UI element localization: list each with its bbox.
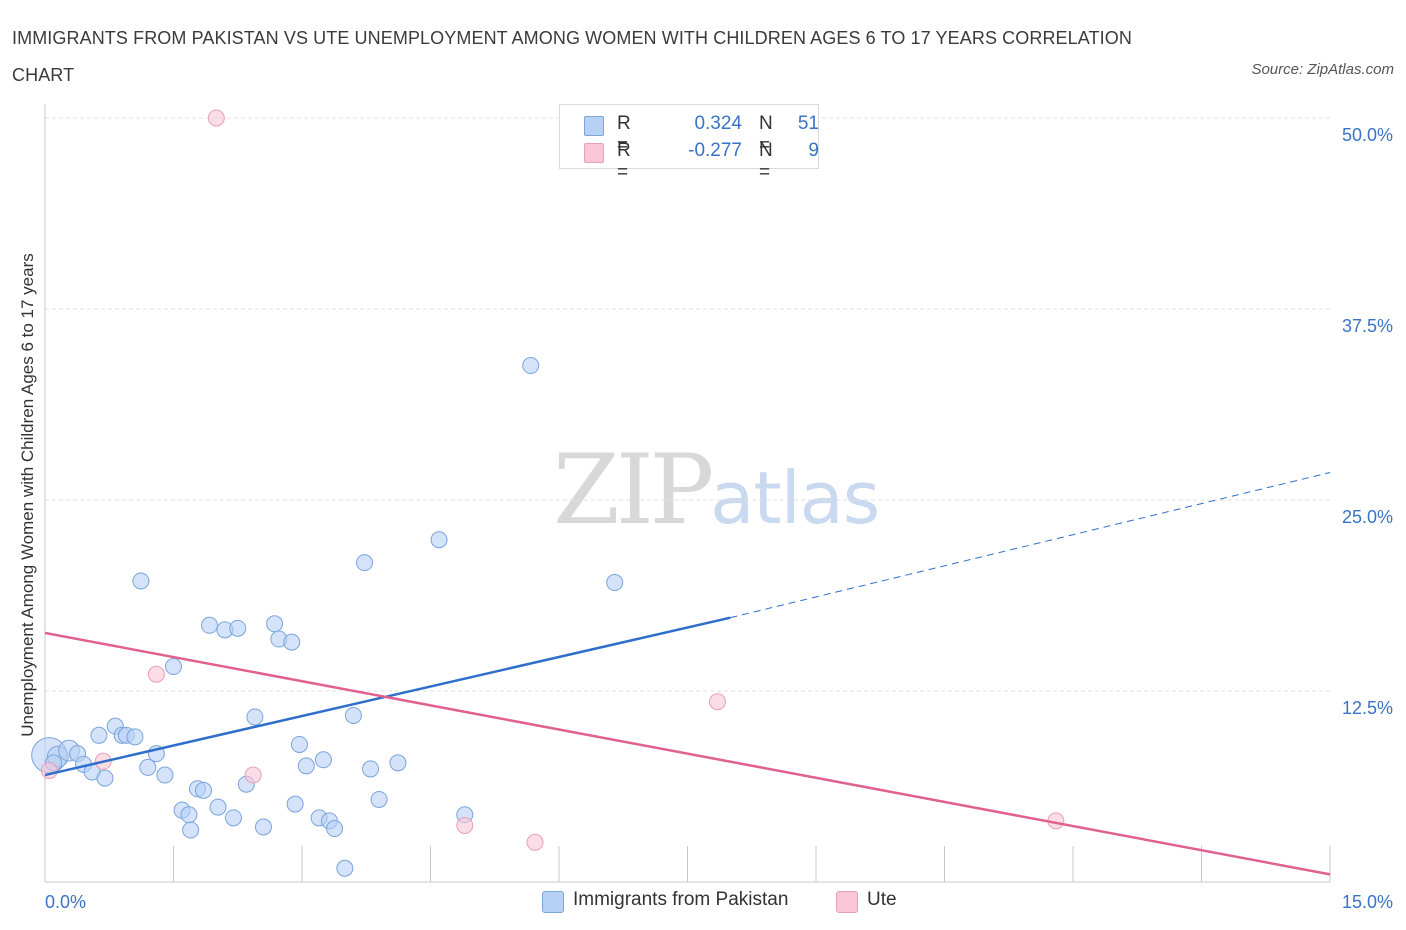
ute-point bbox=[456, 816, 474, 834]
ute-point bbox=[207, 109, 225, 127]
pakistan-point bbox=[165, 658, 182, 676]
legend-n-label: N = bbox=[759, 113, 773, 156]
series-label-ute: Ute bbox=[867, 889, 897, 910]
pakistan-point bbox=[139, 758, 157, 776]
legend-r-value: 0.324 bbox=[694, 113, 742, 134]
chart-title: IMMIGRANTS FROM PAKISTAN VS UTE UNEMPLOY… bbox=[12, 28, 1132, 85]
pakistan-point bbox=[362, 760, 380, 778]
y-tick-label: 37.5% bbox=[1342, 316, 1393, 336]
ute-point bbox=[40, 761, 58, 779]
series-swatch-ute bbox=[836, 891, 858, 913]
legend-n-value: 51 bbox=[797, 113, 819, 134]
pakistan-point bbox=[314, 751, 332, 769]
pakistan-point bbox=[430, 531, 448, 549]
watermark-atlas: atlas bbox=[710, 456, 880, 540]
pakistan-point bbox=[297, 757, 315, 775]
pakistan-point bbox=[126, 728, 144, 746]
series-swatch-pakistan bbox=[542, 891, 564, 913]
pakistan-point bbox=[194, 781, 212, 799]
pakistan-point bbox=[606, 574, 624, 592]
pakistan-point bbox=[200, 616, 218, 634]
chart-source: Source: ZipAtlas.com bbox=[1251, 61, 1394, 78]
zipatlas-watermark: ZIPatlas bbox=[553, 440, 880, 548]
pakistan-point bbox=[370, 790, 388, 808]
pakistan-point bbox=[96, 769, 114, 787]
pakistan-point bbox=[336, 859, 354, 877]
y-tick-label: 50.0% bbox=[1342, 125, 1393, 145]
pakistan-point bbox=[132, 572, 150, 590]
pakistan-point bbox=[290, 735, 308, 753]
pakistan-point bbox=[344, 706, 362, 724]
pakistan-point bbox=[246, 708, 264, 726]
pakistan-point bbox=[266, 615, 284, 633]
pakistan-point bbox=[326, 820, 344, 838]
ute-point bbox=[147, 665, 165, 683]
pakistan-point bbox=[254, 818, 272, 836]
ute-point bbox=[244, 766, 262, 784]
series-label-pakistan: Immigrants from Pakistan bbox=[573, 889, 789, 910]
pakistan-point bbox=[90, 726, 108, 744]
pakistan-point bbox=[180, 806, 198, 824]
pakistan-point bbox=[156, 766, 174, 784]
legend-r-value: -0.277 bbox=[688, 140, 742, 161]
pakistan-point bbox=[389, 754, 407, 772]
watermark-zip: ZIP bbox=[553, 434, 714, 546]
pakistan-point bbox=[286, 795, 304, 813]
pakistan-point bbox=[182, 821, 200, 839]
x-tick-label-max: 15.0% bbox=[1342, 892, 1393, 912]
legend-swatch-pakistan bbox=[584, 116, 604, 136]
pakistan-point bbox=[209, 798, 227, 816]
ute-trendline bbox=[44, 631, 1331, 876]
pakistan-point bbox=[224, 809, 242, 827]
x-tick-label-min: 0.0% bbox=[45, 892, 86, 912]
legend-r-label: R = bbox=[617, 113, 631, 156]
legend-n-value: 9 bbox=[808, 140, 819, 161]
pakistan-trendline-extension bbox=[730, 472, 1331, 619]
pakistan-point bbox=[522, 357, 540, 375]
ute-point bbox=[708, 693, 726, 711]
y-tick-label: 25.0% bbox=[1342, 507, 1393, 527]
pakistan-point bbox=[356, 554, 374, 572]
legend-swatch-ute bbox=[584, 143, 604, 163]
pakistan-point bbox=[283, 633, 301, 651]
legend-n-label: N = bbox=[759, 140, 773, 183]
legend-r-label: R = bbox=[617, 140, 631, 183]
pakistan-point bbox=[229, 619, 247, 637]
correlation-legend: R = 0.324 N = 51 R = -0.277 N = 9 bbox=[559, 104, 819, 183]
ute-point bbox=[526, 833, 544, 851]
y-tick-label: 12.5% bbox=[1342, 698, 1393, 718]
